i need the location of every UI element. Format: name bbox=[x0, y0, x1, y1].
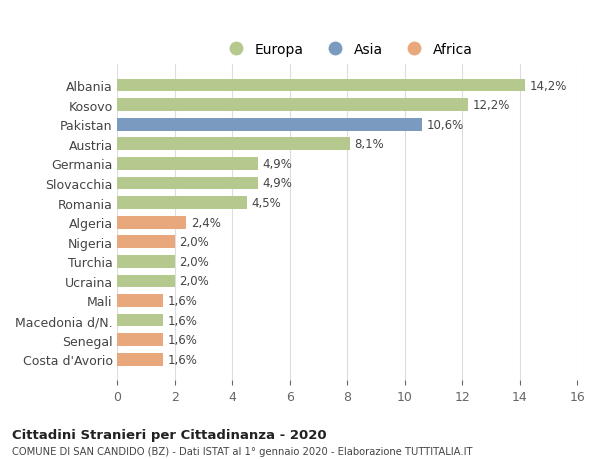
Text: 8,1%: 8,1% bbox=[355, 138, 384, 151]
Bar bbox=[118, 177, 258, 190]
Text: 4,9%: 4,9% bbox=[263, 177, 292, 190]
Bar bbox=[118, 158, 258, 170]
Text: 1,6%: 1,6% bbox=[168, 314, 197, 327]
Bar bbox=[118, 294, 163, 307]
Text: 1,6%: 1,6% bbox=[168, 294, 197, 307]
Text: 2,0%: 2,0% bbox=[179, 255, 209, 268]
Bar bbox=[118, 314, 163, 327]
Bar bbox=[118, 275, 175, 288]
Legend: Europa, Asia, Africa: Europa, Asia, Africa bbox=[216, 38, 479, 62]
Bar bbox=[118, 118, 422, 131]
Text: COMUNE DI SAN CANDIDO (BZ) - Dati ISTAT al 1° gennaio 2020 - Elaborazione TUTTIT: COMUNE DI SAN CANDIDO (BZ) - Dati ISTAT … bbox=[12, 447, 473, 456]
Bar bbox=[118, 99, 468, 112]
Bar bbox=[118, 138, 350, 151]
Text: 1,6%: 1,6% bbox=[168, 353, 197, 366]
Text: 4,9%: 4,9% bbox=[263, 157, 292, 171]
Bar bbox=[118, 236, 175, 248]
Text: 2,0%: 2,0% bbox=[179, 236, 209, 249]
Bar bbox=[118, 216, 187, 229]
Bar bbox=[118, 334, 163, 346]
Text: 2,4%: 2,4% bbox=[191, 216, 221, 229]
Text: 14,2%: 14,2% bbox=[530, 79, 567, 92]
Text: 10,6%: 10,6% bbox=[427, 118, 464, 131]
Text: 1,6%: 1,6% bbox=[168, 333, 197, 347]
Bar bbox=[118, 79, 526, 92]
Text: 12,2%: 12,2% bbox=[472, 99, 509, 112]
Bar bbox=[118, 255, 175, 268]
Text: Cittadini Stranieri per Cittadinanza - 2020: Cittadini Stranieri per Cittadinanza - 2… bbox=[12, 428, 326, 442]
Text: 4,5%: 4,5% bbox=[251, 196, 281, 210]
Bar bbox=[118, 353, 163, 366]
Text: 2,0%: 2,0% bbox=[179, 275, 209, 288]
Bar bbox=[118, 197, 247, 209]
